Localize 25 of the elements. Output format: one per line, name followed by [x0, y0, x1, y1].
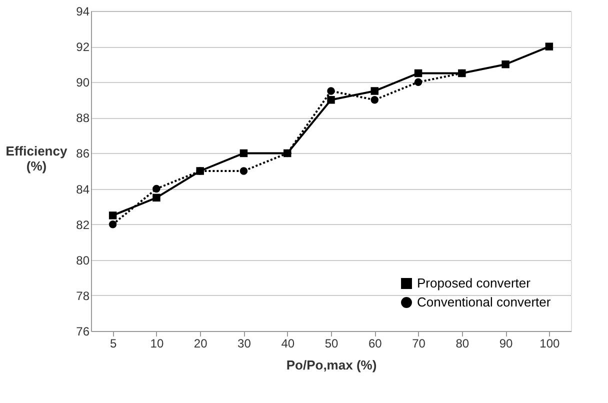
y-tick-label: 86: [76, 146, 90, 161]
y-tick-label: 80: [76, 253, 90, 268]
x-tick-label: 30: [238, 336, 252, 350]
y-tick-label: 94: [76, 4, 90, 18]
y-tick-label: 88: [76, 111, 90, 126]
x-tick-label: 100: [540, 336, 560, 350]
x-tick-label: 40: [281, 336, 295, 350]
x-axis-title: Po/Po,max (%): [286, 358, 377, 372]
y-tick-label: 90: [76, 76, 90, 90]
x-tick-label: 80: [456, 336, 470, 350]
x-tick-label: 70: [412, 336, 426, 350]
x-tick-label: 5: [110, 336, 117, 350]
x-tick-label: 20: [194, 336, 208, 350]
y-tick-label: 84: [76, 182, 90, 196]
y-axis-title: Efficiency (%): [6, 144, 68, 174]
y-tick-label: 78: [76, 288, 90, 303]
x-tick-label: 10: [150, 336, 164, 350]
legend-label: Proposed converter: [417, 276, 532, 290]
y-tick-label: 76: [76, 324, 90, 338]
x-tick-label: 90: [499, 336, 514, 350]
legend-label: Conventional converter: [417, 294, 552, 310]
x-tick-label: 50: [324, 336, 338, 350]
x-tick-label: 60: [368, 336, 382, 350]
y-tick-label: 82: [76, 218, 90, 232]
y-tick-label: 92: [76, 40, 90, 54]
